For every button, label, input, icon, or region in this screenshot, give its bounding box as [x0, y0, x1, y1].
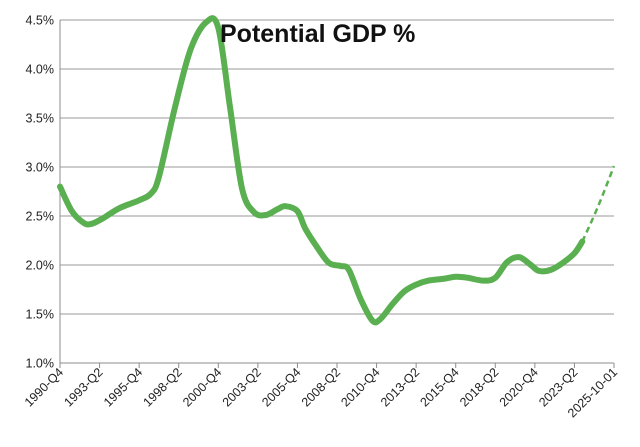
- gridlines: [60, 19, 614, 315]
- x-tick-label: 2020-Q4: [497, 365, 541, 409]
- y-tick-labels: 1.0% 1.5% 2.0% 2.5% 3.0% 3.5% 4.0% 4.5%: [26, 14, 55, 371]
- y-tick-label: 3.5%: [26, 112, 55, 126]
- potential-gdp-line: [57, 15, 586, 326]
- x-tick-label: 2005-Q4: [259, 365, 303, 409]
- x-tick-label: 1990-Q4: [22, 365, 66, 409]
- y-tick-label: 2.0%: [26, 259, 55, 273]
- x-tick-label: 2013-Q2: [378, 365, 422, 409]
- y-tick-label: 3.0%: [26, 161, 55, 175]
- x-tick-label: 2010-Q4: [338, 365, 382, 409]
- y-tick-label: 1.5%: [26, 308, 55, 322]
- y-tick-label: 4.5%: [26, 14, 55, 28]
- projection-line: [581, 165, 616, 242]
- x-tick-label: 2008-Q2: [299, 365, 343, 409]
- x-tick-label: 2003-Q2: [220, 365, 264, 409]
- y-tick-label: 4.0%: [26, 63, 55, 77]
- x-tick-labels: 1990-Q41993-Q21995-Q41998-Q22000-Q42003-…: [22, 365, 620, 420]
- chart-title: Potential GDP %: [220, 20, 415, 48]
- axes: [59, 20, 615, 368]
- series-lines: [57, 15, 616, 326]
- x-tick-label: 1998-Q2: [141, 365, 185, 409]
- x-tick-label: 2015-Q4: [418, 365, 462, 409]
- x-tick-label: 1993-Q2: [61, 365, 105, 409]
- y-tick-label: 1.0%: [26, 357, 55, 371]
- x-tick-label: 1995-Q4: [101, 365, 145, 409]
- x-tick-label: 2000-Q4: [180, 365, 224, 409]
- y-tick-label: 2.5%: [26, 210, 55, 224]
- x-tick-label: 2018-Q2: [457, 365, 501, 409]
